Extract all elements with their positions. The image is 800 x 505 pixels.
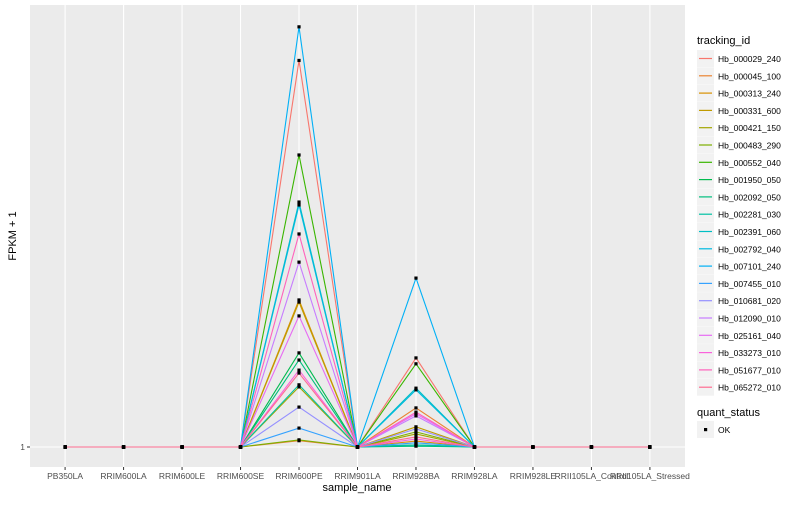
x-tick-label: RRIM600SE [217,471,265,481]
data-point [297,200,301,204]
x-tick-label: RRIM600LA [100,471,147,481]
x-tick-label: RRIM600PE [275,471,323,481]
legend: tracking_id Hb_000029_240 Hb_000045_100 Hb… [697,35,781,438]
data-point [414,432,418,436]
data-point [414,356,418,360]
legend-label: Hb_002281_030 [718,210,781,220]
data-point [414,362,418,366]
legend-label: Hb_001950_050 [718,175,781,185]
data-point [414,406,418,410]
data-point [297,58,301,63]
x-tick-label: PB350LA [47,471,83,481]
data-point [414,430,418,434]
x-tick-label: RRIM928BA [392,471,440,481]
data-point [297,300,301,304]
data-point [414,443,418,447]
data-point [121,445,126,449]
x-tick-label: RRII105LA_Control [555,471,629,481]
x-tick-label: RRIM600LE [159,471,206,481]
x-tick-label: RRIM928LE [510,471,557,481]
x-axis-title: sample_name [322,482,391,494]
shape-legend-title: quant_status [697,407,760,419]
data-point [297,385,301,389]
x-tick-label: RRIM901LA [334,471,381,481]
data-point [414,386,418,390]
data-point [297,426,301,430]
y-axis-title: FPKM + 1 [7,211,19,260]
legend-label: Hb_007455_010 [718,279,781,289]
shape-legend-point [704,428,708,432]
gridlines [30,5,685,467]
data-point [414,276,418,280]
data-point [414,388,418,392]
data-point [63,445,67,449]
legend-label: Hb_000331_600 [718,106,781,116]
legend-title: tracking_id [697,35,750,47]
legend-label: Hb_000483_290 [718,141,781,151]
data-point [414,427,418,431]
data-point [297,351,301,355]
data-point [414,437,418,441]
data-point [238,445,243,449]
legend-label: Hb_010681_020 [718,296,781,306]
data-point [297,358,301,362]
data-point [297,298,301,302]
legend-label: Hb_000421_150 [718,123,781,133]
data-point [297,25,301,29]
legend-label: Hb_007101_240 [718,262,781,272]
data-point [589,445,594,449]
data-point [648,445,652,449]
legend-label: Hb_000045_100 [718,71,781,81]
data-point [414,441,418,445]
legend-label: Hb_002391_060 [718,227,781,237]
legend-label: Hb_025161_040 [718,331,781,341]
data-point [297,314,301,318]
data-point [531,445,535,449]
legend-label: Hb_002092_050 [718,192,781,202]
legend-label: Hb_000313_240 [718,89,781,99]
data-point [297,232,301,236]
data-point [297,438,301,442]
legend-label: Hb_012090_010 [718,314,781,324]
data-point [297,260,301,264]
data-point [414,412,418,416]
y-tick-label: 1 [20,442,25,452]
shape-legend-label: OK [718,425,731,435]
data-point [297,153,301,157]
data-point [297,368,301,372]
data-point [414,435,418,439]
data-point [297,405,301,409]
data-point [297,371,301,375]
legend-label: Hb_051677_010 [718,365,781,375]
data-point [414,410,418,414]
data-point [297,203,301,207]
data-point [355,445,360,449]
legend-label: Hb_002792_040 [718,244,781,254]
data-points [63,25,652,449]
x-tick-label: RRIM928LA [451,471,498,481]
x-tick-label: RRII105LA_Stressed [610,471,690,481]
legend-label: Hb_033273_010 [718,348,781,358]
data-point [414,439,418,443]
x-axis: PB350LA RRIM600LA RRIM600LE RRIM600SE RRIM60… [47,467,690,481]
data-point [297,383,301,387]
legend-label: Hb_000029_240 [718,54,781,64]
legend-label: Hb_065272_010 [718,383,781,393]
y-axis: 1 [20,442,30,452]
data-point [414,425,418,429]
legend-label: Hb_000552_040 [718,158,781,168]
data-point [414,414,418,418]
data-point [472,445,477,449]
data-point [180,445,184,449]
